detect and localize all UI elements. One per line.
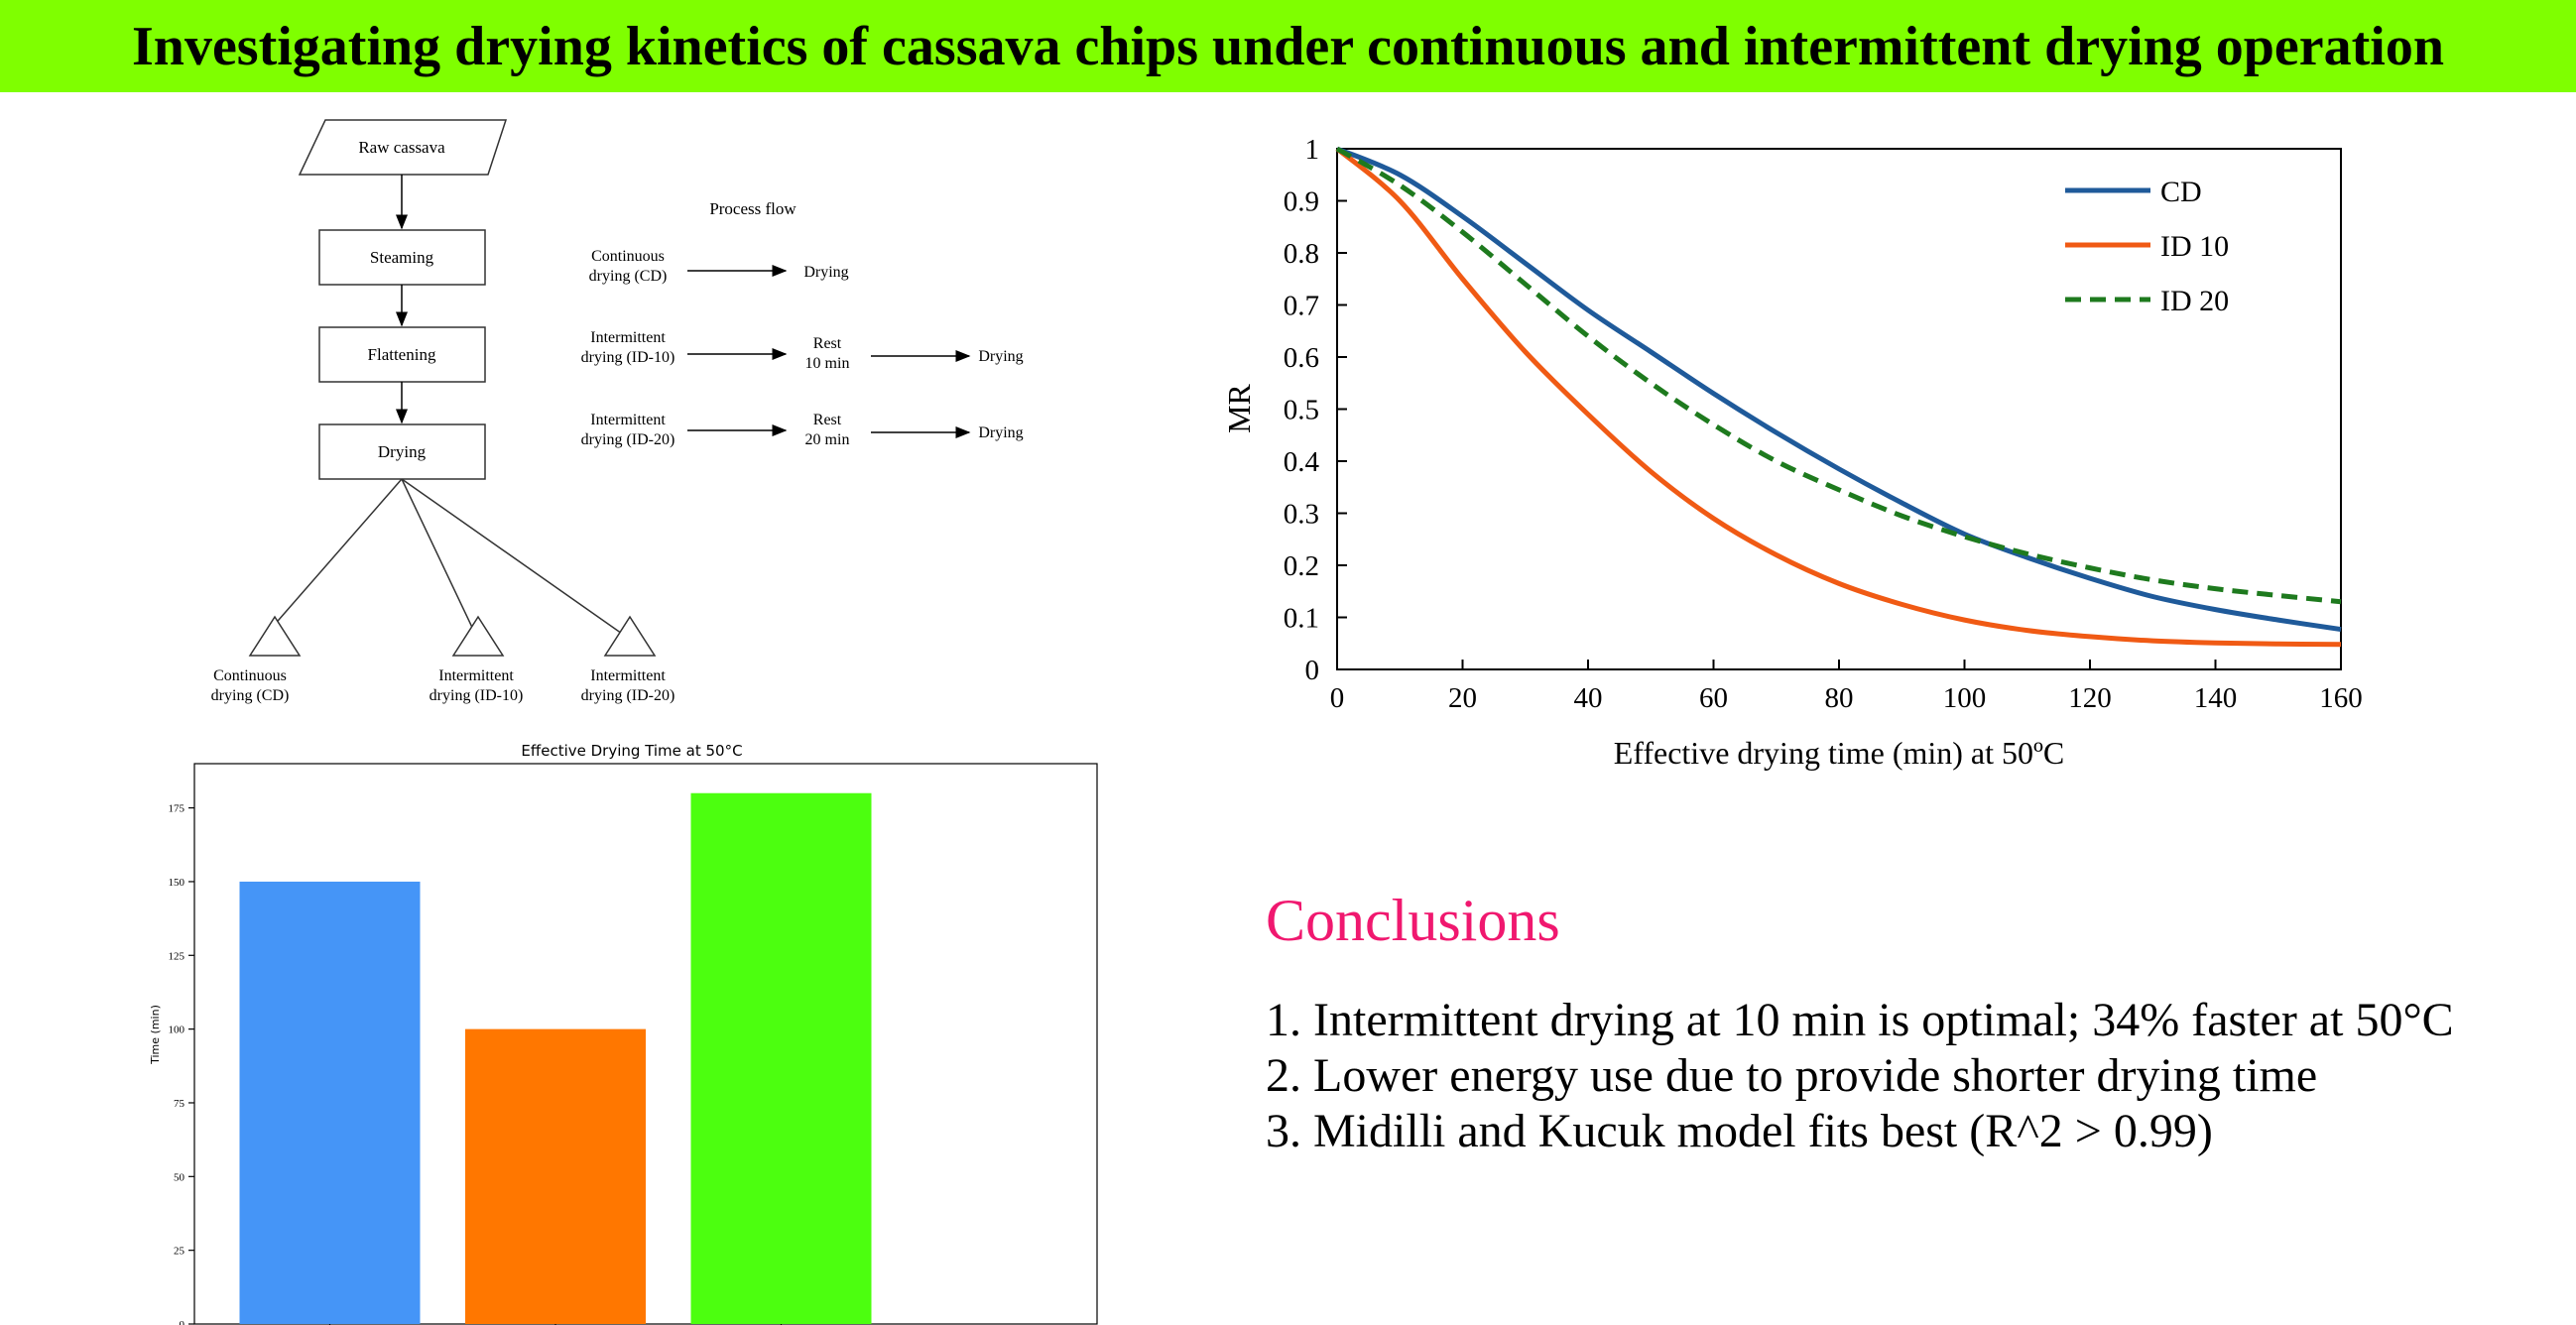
conclusions-heading: Conclusions (1266, 888, 1560, 953)
y-tick-label: 0.9 (1284, 186, 1319, 218)
bar-y-tick-label: 150 (169, 877, 185, 889)
process-flowchart: Raw cassava Steaming Flattening Drying C… (211, 119, 1024, 704)
title-banner: Investigating drying kinetics of cassava… (0, 0, 2576, 92)
conclusions-section: Conclusions 1. Intermittent drying at 10… (1266, 888, 2555, 1159)
raw-cassava-label: Raw cassava (358, 138, 445, 157)
pf-id10-rest2: 10 min (805, 355, 850, 372)
line-plot-frame (1336, 148, 2342, 670)
moisture-ratio-line-chart: 0 0.1 0.2 0.3 0.4 0.5 0.6 0.7 0.8 0.9 1 0 20 40 60 80 1… (1221, 134, 2363, 771)
conclusion-item: 1. Intermittent drying at 10 min is opti… (1266, 994, 2454, 1046)
pf-id10-line1: Intermittent (590, 329, 666, 346)
y-tick-label: 0.3 (1284, 499, 1319, 531)
raw-cassava-node (298, 119, 508, 176)
bar-y-tick-label: 75 (174, 1098, 185, 1110)
pf-id20-rest1: Rest (813, 412, 842, 428)
x-tick-label: 120 (2068, 682, 2112, 714)
bar-chart-ylabel: Time (min) (149, 1005, 162, 1065)
y-tick-label: 1 (1305, 134, 1320, 166)
x-tick-label: 80 (1825, 682, 1854, 714)
legend-label: ID 10 (2160, 230, 2229, 263)
outcome-id10-line2: drying (ID-10) (429, 687, 524, 704)
legend-label: ID 20 (2160, 285, 2229, 317)
drying-label: Drying (378, 442, 427, 461)
steaming-label: Steaming (370, 248, 434, 267)
bar-y-tick-label: 50 (174, 1171, 185, 1183)
outcome-cd-line1: Continuous (213, 667, 287, 684)
series-line-id-20 (1335, 146, 2342, 605)
bar-y-tick-label: 25 (174, 1246, 185, 1258)
bar-id-20-min (690, 792, 872, 1324)
pf-id10-rest1: Rest (813, 335, 842, 352)
outcome-id10-line1: Intermittent (438, 667, 514, 684)
pf-cd-end: Drying (803, 264, 848, 281)
flattening-node (318, 326, 486, 383)
x-tick-label: 100 (1943, 682, 1987, 714)
bar-y-tick-label: 0 (180, 1319, 185, 1325)
y-tick-label: 0.6 (1284, 342, 1319, 374)
pf-id20-line1: Intermittent (590, 412, 666, 428)
bar-id-10-min (465, 1028, 646, 1324)
y-tick-label: 0.2 (1284, 550, 1319, 582)
y-tick-label: 0.4 (1284, 446, 1320, 478)
series-line-id-10 (1335, 147, 2342, 648)
line-chart-legend: CD ID 10 ID 20 (2065, 176, 2229, 317)
pf-id10-end: Drying (978, 348, 1023, 365)
line-chart-xlabel: Effective drying time (min) at 50ºC (1614, 735, 2065, 771)
x-tick-label: 40 (1574, 682, 1603, 714)
drying-time-bar-chart: Effective Drying Time at 50°C 0 25 50 75 100… (149, 742, 1098, 1325)
steaming-node (318, 229, 486, 286)
pf-cd-line2: drying (CD) (589, 268, 668, 285)
x-tick-label: 20 (1448, 682, 1477, 714)
pf-cd-line1: Continuous (591, 248, 665, 265)
bar-y-tick-label: 175 (169, 803, 185, 815)
line-chart-ylabel: MR (1221, 383, 1257, 432)
bar-chart-title: Effective Drying Time at 50°C (521, 742, 742, 760)
y-tick-label: 0.8 (1284, 238, 1319, 270)
page-title: Investigating drying kinetics of cassava… (132, 15, 2444, 77)
drying-node (318, 423, 486, 480)
outcome-id20-line1: Intermittent (590, 667, 666, 684)
conclusion-item: 3. Midilli and Kucuk model fits best (R^… (1266, 1105, 2213, 1157)
bar-y-tick-label: 125 (169, 950, 185, 962)
x-tick-label: 160 (2319, 682, 2363, 714)
y-tick-label: 0.1 (1284, 603, 1319, 635)
y-tick-label: 0 (1305, 655, 1320, 686)
outcome-id10-triangle (451, 615, 505, 657)
pf-id20-line2: drying (ID-20) (581, 431, 675, 448)
outcome-cd-triangle (248, 615, 302, 657)
y-tick-label: 0.7 (1284, 291, 1319, 322)
y-tick-label: 0.5 (1284, 395, 1319, 426)
bar-cd (239, 881, 421, 1324)
x-tick-label: 0 (1330, 682, 1345, 714)
process-flow-title: Process flow (709, 199, 797, 218)
legend-label: CD (2160, 176, 2202, 208)
bar-y-tick-label: 100 (169, 1024, 185, 1036)
flattening-label: Flattening (368, 345, 436, 364)
outcome-cd-line2: drying (CD) (211, 687, 290, 704)
outcome-id20-line2: drying (ID-20) (581, 687, 675, 704)
series-line-cd (1336, 146, 2342, 633)
outcome-id20-triangle (603, 615, 657, 657)
pf-id20-end: Drying (978, 424, 1023, 441)
x-tick-label: 60 (1699, 682, 1728, 714)
x-tick-label: 140 (2194, 682, 2238, 714)
pf-id20-rest2: 20 min (805, 431, 850, 448)
pf-id10-line2: drying (ID-10) (581, 349, 675, 366)
conclusion-item: 2. Lower energy use due to provide short… (1266, 1049, 2318, 1102)
